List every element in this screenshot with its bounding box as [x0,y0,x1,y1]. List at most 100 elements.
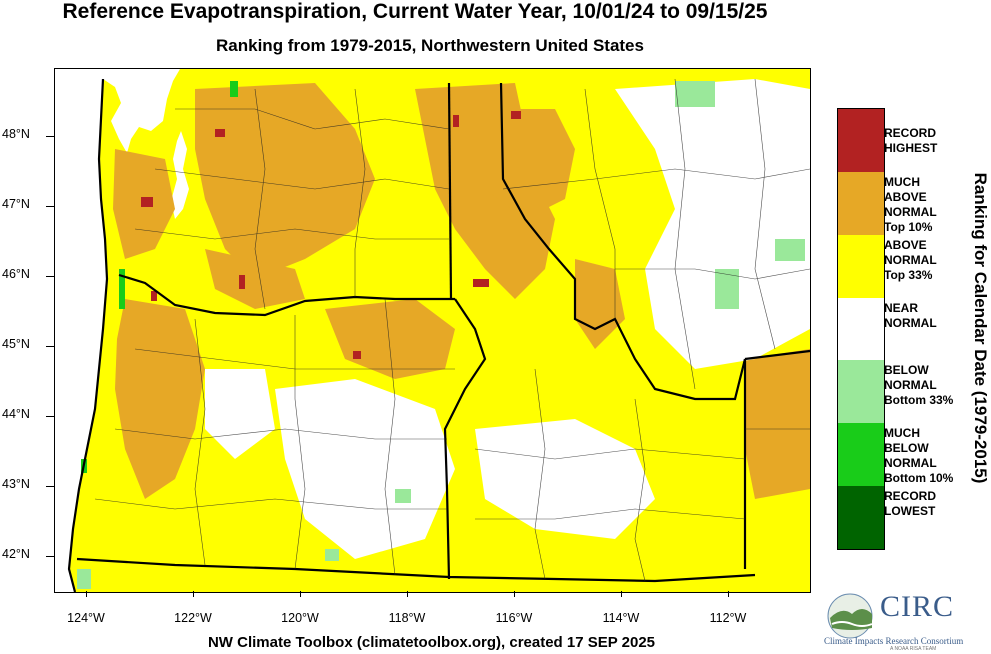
lon-tick [728,591,729,597]
ranking-map [55,69,810,592]
county-line [674,78,696,390]
region-west-oregon [115,299,205,499]
legend-item-label: RECORD HIGHEST [884,126,937,156]
county-line [94,498,447,510]
county-line [502,168,810,190]
below-normal-patch [675,81,715,107]
legend-swatch [838,171,884,235]
region-nw-corner [55,69,103,592]
county-boundaries [94,78,810,582]
county-line [114,428,447,440]
lon-label: 112°W [709,611,747,625]
lat-tick [46,346,54,347]
lat-label: 46°N [2,267,30,281]
much-below-normal-patch [230,81,238,97]
county-line [294,315,306,570]
legend-item-line: MUCH [884,426,920,441]
legend-swatch [838,360,884,424]
region-se-idaho-wyoming [745,349,810,499]
legend-item-label: ABOVE NORMAL Top 33% [884,238,937,283]
logo-name: CIRC [880,590,955,623]
state-boundaries [67,78,810,592]
lon-label: 124°W [67,611,105,625]
or-id-border [443,298,487,580]
legend-item-label: MUCH ABOVE NORMAL Top 10% [884,175,937,235]
record-highest-regions [141,111,521,359]
mt-wy-border [744,349,810,361]
legend-axis-label-wrap: Ranking for Calendar Date (1979-2015) [970,138,990,518]
wa-id-border [447,82,453,300]
legend-item-label: MUCH BELOW NORMAL Bottom 10% [884,426,953,486]
lat-label: 42°N [2,547,30,561]
county-line [134,228,449,240]
legend-item-line: NORMAL [884,252,937,267]
legend-item-line: NORMAL [884,315,937,330]
lon-tick [193,591,194,597]
map-panel [54,68,811,593]
legend-item-line: NEAR [884,300,919,315]
legend-swatch [838,423,884,487]
county-line [154,168,450,190]
legend-item-line: BELOW [884,441,929,456]
legend-item-line: HIGHEST [884,141,938,155]
county-line [584,88,616,319]
lon-label: 114°W [602,611,640,625]
lon-tick [621,591,622,597]
below-normal-patch [395,489,411,503]
legend-colorbar [837,108,885,550]
much-below-normal-patch [119,269,125,309]
county-line [175,108,450,130]
logo-tagline: A NOAA RISA TEAM [890,646,937,652]
id-mt-border [499,82,747,401]
lon-tick [86,591,87,597]
lon-tick [300,591,301,597]
county-line [194,318,206,566]
legend-item-label: BELOW NORMAL Bottom 33% [884,363,953,408]
lat-tick [46,416,54,417]
lon-label: 118°W [388,611,426,625]
region-nw-montana [455,109,575,219]
record-highest-patch [453,115,459,127]
legend-item-label: RECORD LOWEST [884,489,936,519]
region-central-wa [195,83,375,279]
below-normal-regions [77,81,805,589]
legend-item-line: BELOW [884,363,929,378]
legend-item-line: NORMAL [884,204,937,219]
record-highest-patch [215,129,225,137]
record-highest-patch [151,291,157,301]
region-s-idaho [475,419,655,539]
region-sw-montana [615,79,810,369]
record-highest-patch [511,111,521,119]
lat-label: 44°N [2,407,30,421]
county-line [354,88,366,297]
region-central-oregon [205,369,275,459]
lon-label: 116°W [495,611,533,625]
lon-label: 120°W [281,611,319,625]
logo-subtitle: Climate Impacts Research Consortium [824,636,964,646]
lat-label: 43°N [2,477,30,491]
region-columbia-gorge [205,249,305,309]
map-subtitle: Ranking from 1979-2015, Northwestern Uni… [216,36,644,55]
lon-tick [514,591,515,597]
legend-item-label: NEAR NORMAL [884,301,937,331]
lon-label: 122°W [174,611,212,625]
lat-label: 48°N [2,127,30,141]
wa-or-border [118,273,455,317]
legend-item-line: Bottom 33% [884,393,954,408]
county-line [634,398,646,582]
near-normal-regions [55,69,810,592]
legend-swatch [838,297,884,361]
legend-item-line: MUCH [884,174,920,189]
legend-axis-label: Ranking for Calendar Date (1979-2015) [971,172,990,484]
county-line [384,298,396,576]
legend-item-line: NORMAL [884,378,937,393]
county-line [475,508,746,520]
coastline [67,78,109,592]
legend-item-line: Top 33% [884,267,933,282]
map-title: Reference Evapotranspiration, Current Wa… [62,0,768,23]
legend-item-line: Bottom 10% [884,471,954,486]
southern-border [76,557,756,583]
county-line [474,448,746,460]
legend-item-line: RECORD [884,489,937,504]
lat-tick [46,486,54,487]
